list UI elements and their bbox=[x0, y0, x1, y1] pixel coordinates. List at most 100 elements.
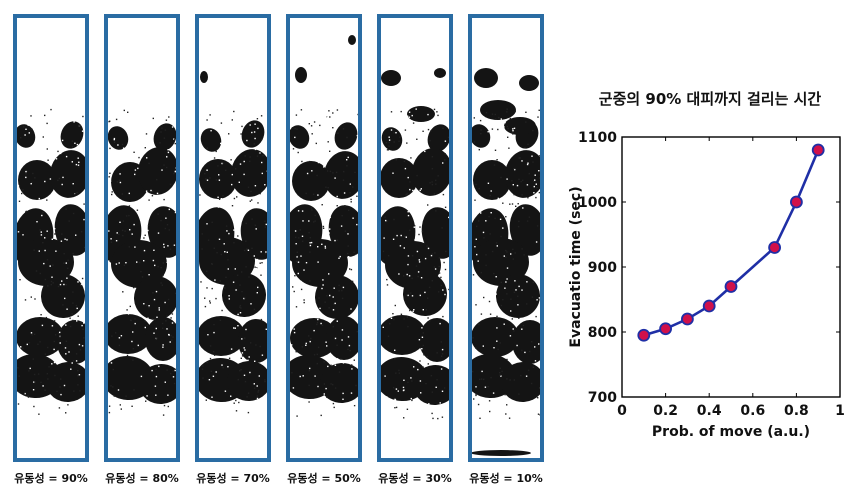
crowd-speckle bbox=[259, 345, 261, 348]
crowd-speckle bbox=[401, 413, 403, 416]
crowd-speckle bbox=[214, 279, 216, 281]
crowd-speckle bbox=[309, 244, 312, 247]
y-axis-label: Evacuatio time (sec) bbox=[568, 186, 584, 347]
crowd-speckle bbox=[506, 278, 508, 280]
crowd-speckle bbox=[263, 408, 265, 410]
crowd-speckle bbox=[295, 243, 297, 245]
crowd-speckle bbox=[209, 300, 211, 302]
crowd-cluster bbox=[473, 160, 511, 200]
crowd-speckle bbox=[409, 188, 411, 191]
crowd-speckle bbox=[305, 262, 308, 264]
crowd-speckle bbox=[174, 359, 176, 361]
crowd-speckle bbox=[63, 283, 65, 286]
crowd-speckle bbox=[403, 417, 405, 419]
crowd-speckle bbox=[537, 116, 539, 118]
crowd-speckle bbox=[240, 369, 242, 371]
crowd-speckle bbox=[438, 272, 441, 274]
crowd-speckle bbox=[333, 303, 335, 305]
crowd-speckle bbox=[385, 219, 387, 222]
crowd-speckle bbox=[386, 220, 388, 223]
crowd-speckle bbox=[256, 395, 258, 397]
crowd-speckle bbox=[313, 354, 316, 356]
crowd-speckle bbox=[521, 194, 523, 196]
crowd-speckle bbox=[516, 184, 519, 187]
crowd-speckle bbox=[348, 209, 350, 211]
crowd-speckle bbox=[475, 386, 477, 388]
crowd-speckle bbox=[509, 408, 511, 410]
crowd-speckle bbox=[30, 308, 32, 310]
crowd-speckle bbox=[407, 255, 410, 257]
crowd-speckle bbox=[246, 139, 248, 142]
crowd-speckle bbox=[39, 155, 41, 157]
crowd-speckle bbox=[42, 136, 44, 138]
crowd-speckle bbox=[33, 333, 36, 335]
crowd-speckle bbox=[220, 122, 223, 124]
crowd-speckle bbox=[75, 163, 78, 166]
crowd-speckle bbox=[422, 309, 424, 311]
crowd-speckle bbox=[322, 227, 325, 229]
crowd-speckle bbox=[442, 127, 444, 129]
crowd-speckle bbox=[496, 159, 498, 161]
crowd-speckle bbox=[31, 181, 33, 184]
crowd-cluster bbox=[49, 150, 85, 198]
crowd-speckle bbox=[296, 415, 298, 417]
crowd-speckle bbox=[77, 281, 79, 283]
crowd-speckle bbox=[57, 332, 60, 334]
crowd-speckle bbox=[40, 381, 42, 383]
crowd-speckle bbox=[406, 294, 408, 296]
crowd-speckle bbox=[156, 337, 158, 339]
crowd-speckle bbox=[40, 234, 43, 236]
crowd-speckle bbox=[167, 151, 170, 154]
crowd-speckle bbox=[421, 361, 423, 364]
crowd-speckle bbox=[308, 401, 310, 403]
crowd-speckle bbox=[261, 354, 264, 356]
crowd-speckle bbox=[138, 409, 140, 411]
crowd-density-image bbox=[17, 108, 85, 419]
crowd-speckle bbox=[356, 330, 358, 333]
crowd-speckle bbox=[395, 132, 397, 134]
crowd-speckle bbox=[115, 332, 117, 334]
crowd-speckle bbox=[325, 341, 327, 343]
crowd-speckle bbox=[342, 362, 345, 364]
crowd-speckle bbox=[487, 298, 489, 300]
crowd-speckle bbox=[58, 401, 60, 403]
crowd-speckle bbox=[145, 133, 148, 135]
crowd-speckle bbox=[353, 251, 355, 253]
crowd-speckle bbox=[255, 344, 257, 346]
crowd-speckle bbox=[254, 185, 257, 187]
crowd-speckle bbox=[57, 285, 60, 288]
crowd-speckle bbox=[217, 196, 219, 198]
crowd-speckle bbox=[475, 238, 477, 240]
crowd-speckle bbox=[231, 123, 234, 125]
crowd-speckle bbox=[171, 313, 174, 315]
crowd-speckle bbox=[205, 178, 207, 180]
crowd-speckle bbox=[228, 357, 231, 359]
crowd-speckle bbox=[480, 271, 482, 274]
crowd-cluster bbox=[137, 147, 176, 195]
crowd-speckle bbox=[497, 128, 499, 131]
crowd-speckle bbox=[526, 220, 529, 222]
crowd-speckle bbox=[500, 176, 502, 179]
crowd-speckle bbox=[243, 297, 245, 300]
crowd-speckle bbox=[322, 279, 324, 281]
crowd-speckle bbox=[239, 306, 241, 308]
crowd-cluster bbox=[519, 75, 539, 91]
crowd-speckle bbox=[162, 327, 164, 329]
crowd-speckle bbox=[504, 394, 506, 396]
crowd-speckle bbox=[327, 365, 329, 368]
crowd-speckle bbox=[427, 113, 429, 116]
crowd-speckle bbox=[383, 237, 385, 239]
crowd-speckle bbox=[147, 229, 149, 232]
crowd-speckle bbox=[227, 259, 229, 261]
crowd-speckle bbox=[33, 373, 36, 376]
crowd-speckle bbox=[323, 393, 325, 395]
crowd-speckle bbox=[439, 322, 441, 325]
crowd-speckle bbox=[143, 303, 145, 305]
crowd-speckle bbox=[230, 348, 233, 350]
crowd-speckle bbox=[437, 407, 439, 409]
crowd-speckle bbox=[56, 407, 58, 410]
crowd-speckle bbox=[348, 344, 351, 347]
crowd-speckle bbox=[235, 168, 237, 170]
crowd-speckle bbox=[332, 172, 334, 174]
crowd-speckle bbox=[435, 183, 437, 185]
